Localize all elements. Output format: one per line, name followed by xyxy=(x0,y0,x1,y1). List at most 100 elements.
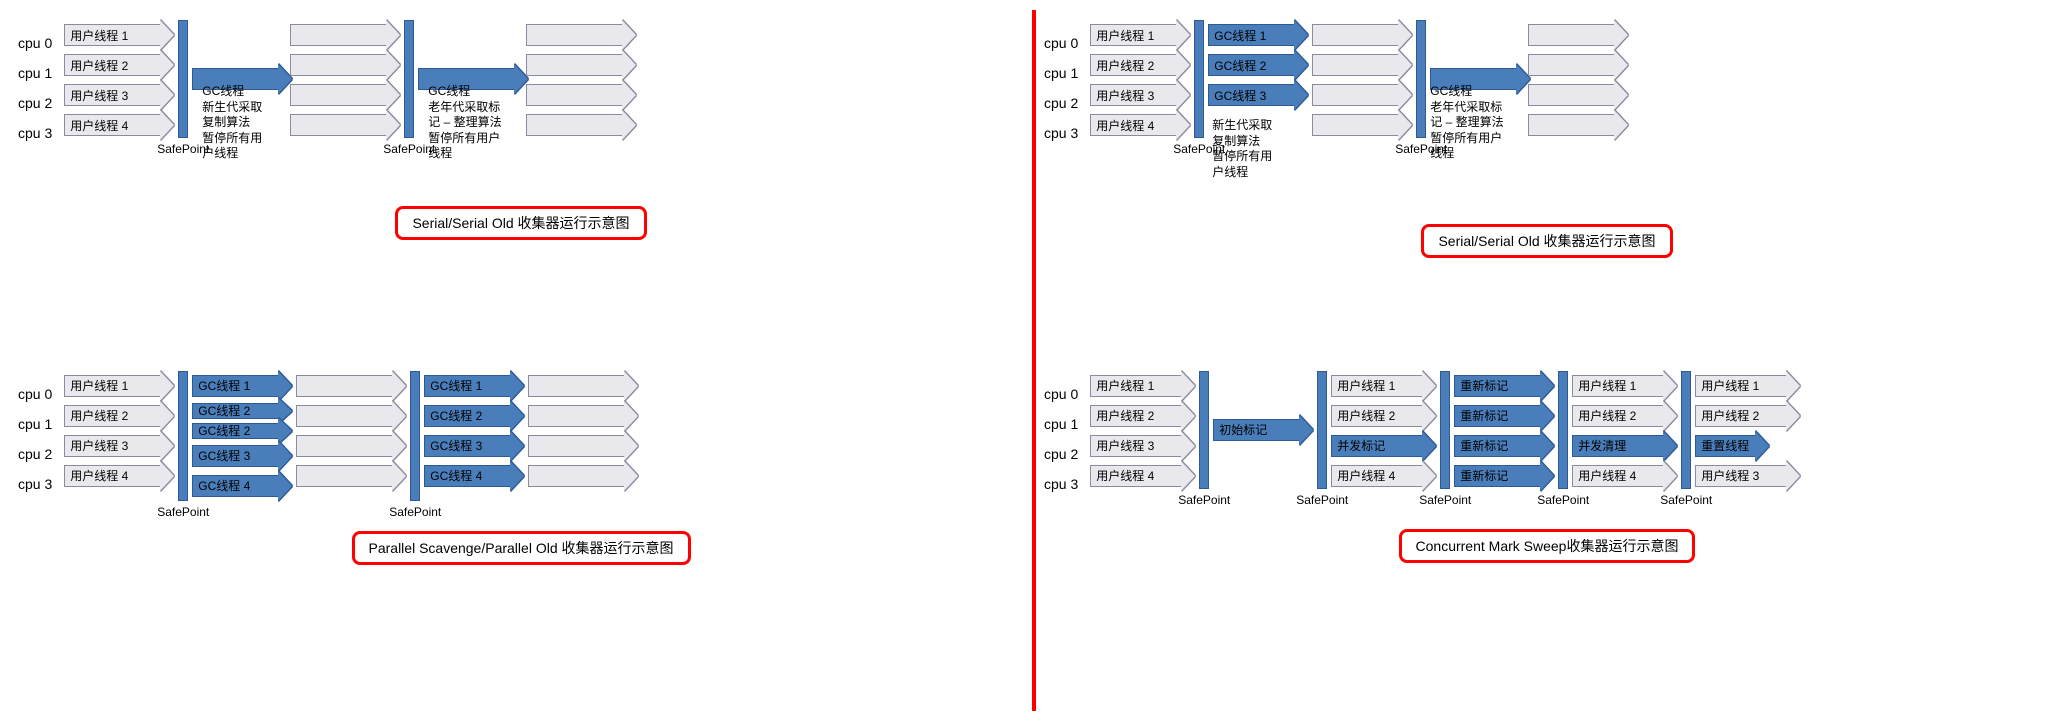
user-thread-arrow: 用户线程 3 xyxy=(1695,465,1800,487)
user-thread-arrow xyxy=(526,114,636,136)
phase-gc-a: GC线程 1 GC线程 2 GC线程 2 GC线程 3 GC线程 4 xyxy=(192,371,292,501)
right-column: cpu 0 cpu 1 cpu 2 cpu 3 用户线程 1 用户线程 2 用户… xyxy=(1036,10,2048,711)
gc-thread-arrow: GC线程 2 xyxy=(424,405,524,427)
cpu-label: cpu 1 xyxy=(1044,409,1078,439)
gc-phase-arrow: 重新标记 xyxy=(1454,405,1554,427)
safepoint-label: SafePoint xyxy=(1660,493,1712,507)
user-thread-arrow xyxy=(1312,84,1412,106)
phase-user-1: 用户线程 1 用户线程 2 用户线程 3 用户线程 4 xyxy=(1090,20,1190,140)
user-thread-arrow: 用户线程 4 xyxy=(1090,114,1190,136)
phase-reset: 用户线程 1 用户线程 2 重置线程 用户线程 3 xyxy=(1695,371,1800,491)
gc-phase-arrow: 重置线程 xyxy=(1695,435,1769,457)
user-thread-arrow xyxy=(1312,54,1412,76)
user-thread-arrow: 用户线程 1 xyxy=(1695,375,1800,397)
user-thread-arrow xyxy=(290,84,400,106)
cpu-label: cpu 0 xyxy=(18,379,52,409)
user-thread-arrow xyxy=(1528,114,1628,136)
gc-phase-arrow: 重新标记 xyxy=(1454,465,1554,487)
user-thread-arrow: 用户线程 2 xyxy=(1090,405,1195,427)
gc-thread-arrow: GC线程 4 xyxy=(424,465,524,487)
user-thread-arrow xyxy=(528,405,638,427)
user-thread-arrow xyxy=(296,435,406,457)
safepoint-bar: SafePoint xyxy=(410,371,420,501)
safepoint-bar: SafePoint xyxy=(1681,371,1691,489)
phase-user-3 xyxy=(528,371,638,491)
gc-phase-arrow: 重新标记 xyxy=(1454,375,1554,397)
cpu-label: cpu 0 xyxy=(1044,28,1078,58)
cpu-label: cpu 3 xyxy=(18,118,52,148)
cpu-labels: cpu 0 cpu 1 cpu 2 cpu 3 xyxy=(1044,379,1084,499)
gc-thread-arrow: GC线程 3 xyxy=(424,435,524,457)
user-thread-arrow: 用户线程 1 xyxy=(64,375,174,397)
user-thread-arrow: 用户线程 4 xyxy=(64,114,174,136)
safepoint-label: SafePoint xyxy=(1537,493,1589,507)
gc-description: GC线程 老年代采取标 记 – 整理算法 暂停所有用户 线程 xyxy=(424,80,524,166)
gc-phase-arrow: 并发清理 xyxy=(1572,435,1677,457)
user-thread-arrow xyxy=(1528,24,1628,46)
diagram-caption: Concurrent Mark Sweep收集器运行示意图 xyxy=(1399,529,1696,563)
user-thread-arrow: 用户线程 3 xyxy=(64,435,174,457)
phase-initial-mark: 初始标记 xyxy=(1213,371,1313,489)
gc-thread-arrow: GC线程 3 xyxy=(192,445,292,467)
safepoint-bar: SafePoint xyxy=(1194,20,1204,138)
user-thread-arrow xyxy=(296,465,406,487)
diagram-serial-serial-old: cpu 0 cpu 1 cpu 2 cpu 3 用户线程 1 用户线程 2 用户… xyxy=(10,10,1032,361)
user-thread-arrow: 用户线程 4 xyxy=(64,465,174,487)
gc-phase-arrow: 并发标记 xyxy=(1331,435,1436,457)
user-thread-arrow: 用户线程 1 xyxy=(1331,375,1436,397)
phase-concurrent-sweep: 用户线程 1 用户线程 2 并发清理 用户线程 4 xyxy=(1572,371,1677,491)
safepoint-label: SafePoint xyxy=(389,505,441,519)
cpu-labels: cpu 0 cpu 1 cpu 2 cpu 3 xyxy=(1044,28,1084,148)
gc-description: GC线程 新生代采取 复制算法 暂停所有用 户线程 xyxy=(198,80,288,166)
user-thread-arrow xyxy=(290,54,400,76)
user-thread-arrow: 用户线程 1 xyxy=(1090,375,1195,397)
phase-user-1: 用户线程 1 用户线程 2 用户线程 3 用户线程 4 xyxy=(1090,371,1195,491)
diagram-parnew-serial-old: cpu 0 cpu 1 cpu 2 cpu 3 用户线程 1 用户线程 2 用户… xyxy=(1036,10,2048,361)
gc-diagrams-container: cpu 0 cpu 1 cpu 2 cpu 3 用户线程 1 用户线程 2 用户… xyxy=(10,10,2048,711)
gc-thread-arrow: GC线程 2 xyxy=(192,403,292,419)
cpu-label: cpu 1 xyxy=(18,409,52,439)
phase-remark: 重新标记 重新标记 重新标记 重新标记 xyxy=(1454,371,1554,491)
gc-thread-arrow: GC线程 4 xyxy=(192,475,292,497)
user-thread-arrow xyxy=(526,54,636,76)
gc-phase-arrow: 初始标记 xyxy=(1213,419,1313,441)
phase-user-3 xyxy=(526,20,636,140)
cpu-label: cpu 0 xyxy=(18,28,52,58)
phase-gc-multi: GC线程 1 GC线程 2 GC线程 3 新生代采取 复制算法 暂停所有用 户线… xyxy=(1208,20,1308,184)
safepoint-bar: SafePoint xyxy=(404,20,414,138)
cpu-label: cpu 1 xyxy=(1044,58,1078,88)
cpu-labels: cpu 0 cpu 1 cpu 2 cpu 3 xyxy=(18,379,58,499)
safepoint-bar: SafePoint xyxy=(178,20,188,138)
gc-description: GC线程 老年代采取标 记 – 整理算法 暂停所有用户 线程 xyxy=(1426,80,1526,166)
user-thread-arrow xyxy=(1528,84,1628,106)
cpu-label: cpu 2 xyxy=(1044,88,1078,118)
gc-phase-arrow: 重新标记 xyxy=(1454,435,1554,457)
user-thread-arrow: 用户线程 2 xyxy=(1572,405,1677,427)
user-thread-arrow xyxy=(526,24,636,46)
user-thread-arrow xyxy=(1528,54,1628,76)
cpu-label: cpu 3 xyxy=(18,469,52,499)
cpu-labels: cpu 0 cpu 1 cpu 2 cpu 3 xyxy=(18,28,58,148)
safepoint-label: SafePoint xyxy=(1419,493,1471,507)
cpu-label: cpu 2 xyxy=(18,439,52,469)
user-thread-arrow xyxy=(1312,114,1412,136)
safepoint-label: SafePoint xyxy=(1296,493,1348,507)
diagram-caption: Parallel Scavenge/Parallel Old 收集器运行示意图 xyxy=(352,531,691,565)
user-thread-arrow xyxy=(528,435,638,457)
gc-thread-arrow: GC线程 1 xyxy=(1208,24,1308,46)
user-thread-arrow xyxy=(526,84,636,106)
phase-user-1: 用户线程 1 用户线程 2 用户线程 3 用户线程 4 xyxy=(64,371,174,491)
gc-thread-arrow: GC线程 3 xyxy=(1208,84,1308,106)
safepoint-bar: SafePoint xyxy=(1558,371,1568,489)
diagram-caption: Serial/Serial Old 收集器运行示意图 xyxy=(395,206,646,240)
safepoint-label: SafePoint xyxy=(1178,493,1230,507)
phase-user-2 xyxy=(1312,20,1412,140)
phase-user-2 xyxy=(290,20,400,140)
safepoint-bar: SafePoint xyxy=(1416,20,1426,138)
user-thread-arrow xyxy=(528,465,638,487)
cpu-label: cpu 3 xyxy=(1044,469,1078,499)
phase-gc-b: GC线程 1 GC线程 2 GC线程 3 GC线程 4 xyxy=(424,371,524,491)
diagram-caption: Serial/Serial Old 收集器运行示意图 xyxy=(1421,224,1672,258)
cpu-label: cpu 0 xyxy=(1044,379,1078,409)
user-thread-arrow: 用户线程 2 xyxy=(64,405,174,427)
